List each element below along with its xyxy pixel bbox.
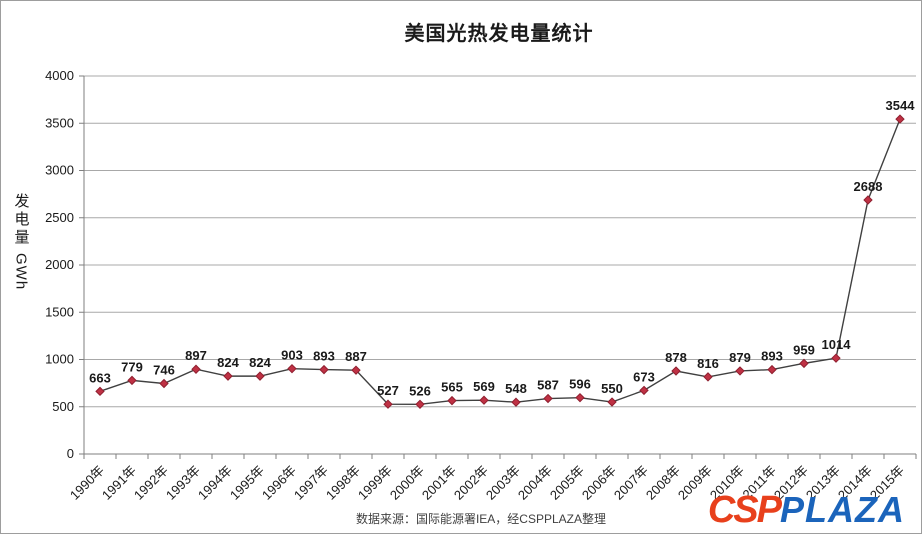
x-tick-label: 1992年 [131, 463, 171, 503]
data-point-marker [319, 364, 329, 375]
data-point-marker [479, 395, 489, 405]
data-point-marker [543, 393, 553, 404]
data-labels: 663 779 746 897 824 824 903 893 887 527 526 565 569 5… [89, 98, 915, 398]
data-label: 746 [153, 363, 175, 378]
data-label: 663 [89, 370, 111, 385]
cspplaza-logo: CSPPLAZA [708, 491, 905, 529]
data-point-marker [351, 365, 361, 375]
x-tick-label: 2007年 [611, 463, 651, 503]
data-point-marker [383, 399, 393, 409]
y-tick-label: 4000 [45, 68, 74, 83]
data-label: 527 [377, 383, 399, 398]
data-label: 824 [217, 355, 239, 370]
y-tick-label: 500 [52, 399, 74, 414]
data-point-marker [607, 397, 617, 407]
data-label: 878 [665, 350, 687, 365]
data-point-marker [415, 399, 425, 410]
x-tick-label: 1996年 [259, 463, 299, 503]
data-point-marker [159, 378, 169, 389]
data-points [95, 114, 905, 410]
x-tick-label: 2000年 [387, 463, 427, 503]
data-point-marker [767, 364, 777, 375]
data-point-marker [831, 353, 841, 363]
y-axis-title-unit: GWh [12, 253, 30, 291]
y-tick-label: 1000 [45, 352, 74, 367]
y-tick-label: 2500 [45, 210, 74, 225]
x-tick-label: 1991年 [99, 463, 139, 503]
data-label: 673 [633, 369, 655, 384]
data-label: 959 [793, 342, 815, 357]
data-point-marker [671, 366, 681, 376]
x-tick-label: 2006年 [579, 463, 619, 503]
data-label: 887 [345, 349, 367, 364]
x-tick-label: 2005年 [547, 463, 587, 503]
data-label: 569 [473, 379, 495, 394]
data-label: 596 [569, 377, 591, 392]
y-axis-title: 发电量 GWh [9, 193, 33, 290]
chart-title: 美国光热发电量统计 [404, 23, 594, 45]
y-axis-title-cjk: 发电量 [12, 193, 30, 247]
gridlines [84, 75, 916, 408]
data-point-marker [447, 395, 457, 406]
x-tick-label: 2002年 [451, 463, 491, 503]
series-line [99, 118, 901, 405]
data-point-marker [191, 364, 201, 374]
data-label: 565 [441, 380, 463, 395]
logo-csp-text: CSP [707, 489, 782, 531]
x-tick-label: 1998年 [323, 463, 363, 503]
data-label: 587 [537, 378, 559, 393]
data-label: 879 [729, 350, 751, 365]
x-tick-label: 1997年 [291, 463, 331, 503]
data-point-marker [639, 385, 649, 396]
data-label: 824 [249, 355, 271, 370]
x-tick-label: 1999年 [355, 463, 395, 503]
data-point-marker [735, 366, 745, 376]
data-label: 526 [409, 383, 431, 398]
data-label: 2688 [854, 179, 883, 194]
data-point-marker [127, 375, 137, 386]
x-tick-label: 2003年 [483, 463, 523, 503]
data-point-marker [575, 392, 585, 403]
data-point-marker [703, 372, 713, 382]
y-tick-label: 3500 [45, 115, 74, 130]
y-axis-ticks [79, 75, 84, 455]
y-axis-labels: 0 500 1000 1500 2000 2500 3000 3500 4000 [45, 68, 74, 461]
x-tick-label: 1995年 [227, 463, 267, 503]
data-point-marker [95, 386, 105, 397]
data-point-marker [895, 114, 905, 124]
x-tick-label: 1993年 [163, 463, 203, 503]
data-source-note: 数据来源：国际能源署IEA，经CSPPLAZA整理 [355, 512, 607, 526]
y-tick-label: 1500 [45, 304, 74, 319]
data-label: 548 [505, 381, 527, 396]
data-point-marker [223, 371, 233, 381]
data-point-marker [511, 397, 521, 407]
y-tick-label: 3000 [45, 163, 74, 178]
data-label: 893 [761, 349, 783, 364]
data-label: 897 [185, 348, 207, 363]
data-label: 3544 [886, 98, 916, 113]
logo-plaza-text: PLAZA [780, 489, 905, 530]
data-label: 903 [281, 348, 303, 363]
x-tick-label: 2001年 [419, 463, 459, 503]
data-point-marker [863, 195, 873, 205]
data-label: 1014 [822, 337, 852, 352]
x-tick-label: 1990年 [67, 463, 107, 503]
data-label: 779 [121, 359, 143, 374]
data-point-marker [287, 363, 297, 374]
x-axis-ticks [83, 454, 917, 459]
y-tick-label: 2000 [45, 257, 74, 272]
data-label: 550 [601, 381, 623, 396]
x-tick-label: 2008年 [643, 463, 683, 503]
data-point-marker [255, 371, 265, 381]
data-label: 893 [313, 349, 335, 364]
y-tick-label: 0 [67, 446, 74, 461]
data-point-marker [799, 358, 809, 369]
x-tick-label: 1994年 [195, 463, 235, 503]
x-tick-label: 2004年 [515, 463, 555, 503]
data-label: 816 [697, 356, 719, 371]
